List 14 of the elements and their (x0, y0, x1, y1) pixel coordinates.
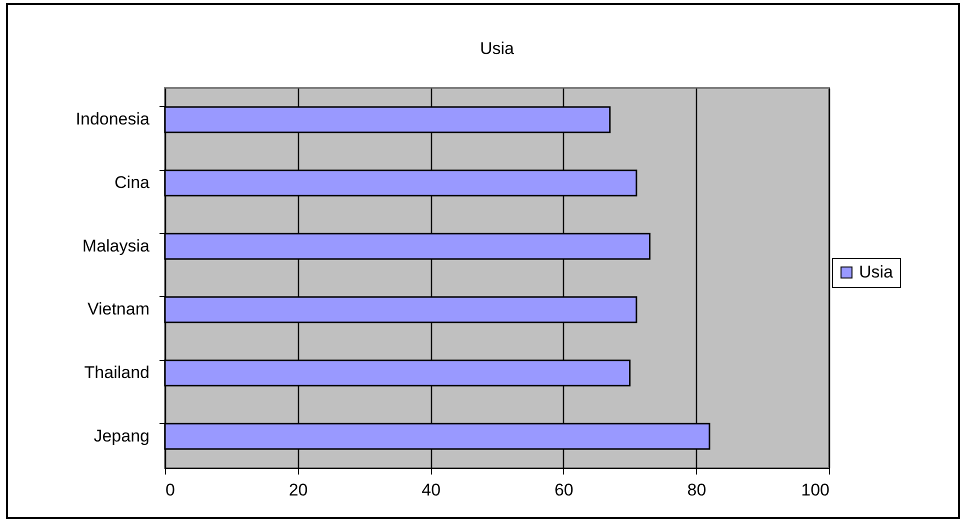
y-tick-label: Thailand (84, 363, 150, 382)
y-tick-label: Jepang (94, 426, 150, 446)
x-tick-label: 60 (554, 480, 574, 500)
x-tick-label: 100 (801, 480, 830, 500)
x-tick-label: 0 (166, 480, 175, 500)
chart-title: Usia (480, 39, 515, 58)
y-tick-label: Vietnam (87, 300, 150, 319)
x-tick-label: 80 (687, 480, 706, 500)
y-tick-label: Cina (114, 173, 150, 192)
y-tick-label: Indonesia (76, 110, 150, 129)
x-tick-label: 20 (288, 480, 308, 500)
y-tick-label: Malaysia (82, 236, 150, 256)
legend-label: Usia (859, 262, 894, 282)
x-tick-label: 40 (422, 480, 441, 500)
